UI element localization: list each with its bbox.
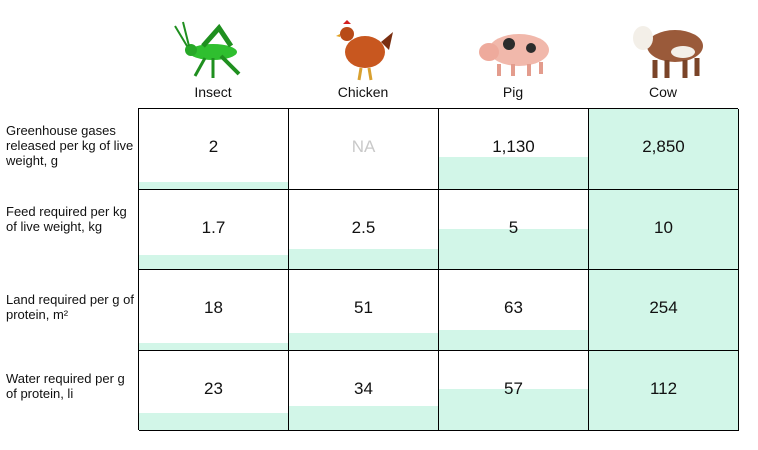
cell: 57 bbox=[439, 350, 589, 431]
cell-value: 2,850 bbox=[642, 137, 685, 156]
value-bar bbox=[289, 248, 438, 269]
animal-label-pig: Pig bbox=[502, 84, 524, 100]
animal-header-chicken: Chicken bbox=[288, 10, 438, 110]
cell: 5 bbox=[439, 189, 589, 270]
value-bar bbox=[589, 350, 738, 430]
cell: NA bbox=[289, 109, 439, 190]
row-label-greenhouse-gases: Greenhouse gases released per kg of live… bbox=[6, 123, 134, 168]
cell: 23 bbox=[139, 350, 289, 431]
value-bar bbox=[139, 255, 288, 269]
animal-label-insect: Insect bbox=[194, 84, 232, 100]
cell: 1.7 bbox=[139, 189, 289, 270]
cow-icon bbox=[633, 26, 703, 78]
cell: 10 bbox=[589, 189, 739, 270]
value-bar bbox=[439, 228, 588, 269]
cell-value: 34 bbox=[354, 378, 373, 398]
cell: 112 bbox=[589, 350, 739, 431]
value-bar bbox=[289, 333, 438, 350]
row-label-water: Water required per g of protein, li bbox=[6, 371, 125, 401]
cell-value: 63 bbox=[504, 298, 523, 317]
cell-value: 112 bbox=[649, 378, 678, 398]
cell-value: 2 bbox=[208, 137, 219, 156]
cell-value: NA bbox=[351, 137, 376, 156]
pig-icon bbox=[479, 34, 549, 76]
value-bar bbox=[589, 189, 738, 269]
value-bar bbox=[589, 270, 738, 350]
cell-value: 2.5 bbox=[351, 217, 376, 237]
value-bar bbox=[139, 413, 288, 430]
animal-header-cow: Cow bbox=[588, 10, 738, 110]
row-label-feed: Feed required per kg of live weight, kg bbox=[6, 204, 127, 234]
animal-header-pig: Pig bbox=[438, 10, 588, 110]
cell: 2,850 bbox=[589, 109, 739, 190]
chicken-icon bbox=[336, 20, 393, 81]
value-bar bbox=[139, 181, 288, 189]
grasshopper-icon bbox=[174, 21, 241, 78]
animal-label-cow: Cow bbox=[648, 84, 677, 100]
cell-value: 57 bbox=[504, 378, 523, 398]
cell: 18 bbox=[139, 270, 289, 351]
cell: 254 bbox=[589, 270, 739, 351]
cell-value: 254 bbox=[649, 298, 678, 317]
cell: 51 bbox=[289, 270, 439, 351]
cell: 34 bbox=[289, 350, 439, 431]
cell-value: 1,130 bbox=[492, 137, 535, 156]
cell-value: 10 bbox=[654, 217, 673, 237]
value-bar bbox=[139, 342, 288, 350]
cell-value: 51 bbox=[354, 298, 373, 317]
cell-value: 18 bbox=[204, 298, 223, 317]
value-bar bbox=[589, 109, 738, 189]
cell: 63 bbox=[439, 270, 589, 351]
value-bar bbox=[439, 389, 588, 430]
comparison-grid: 2 NA 1,130 2,850 1.7 2.5 5 10 18 51 63 2… bbox=[138, 108, 739, 431]
cell: 2.5 bbox=[289, 189, 439, 270]
animal-label-chicken: Chicken bbox=[337, 84, 389, 100]
cell-value: 5 bbox=[508, 217, 519, 237]
cell-value: 1.7 bbox=[201, 217, 226, 237]
animal-header-insect: Insect bbox=[138, 10, 288, 110]
value-bar bbox=[289, 405, 438, 430]
cell-value: 23 bbox=[204, 378, 223, 398]
row-label-land: Land required per g of protein, m² bbox=[6, 292, 134, 322]
value-bar bbox=[439, 329, 588, 350]
cell: 2 bbox=[139, 109, 289, 190]
cell: 1,130 bbox=[439, 109, 589, 190]
value-bar bbox=[439, 156, 588, 189]
